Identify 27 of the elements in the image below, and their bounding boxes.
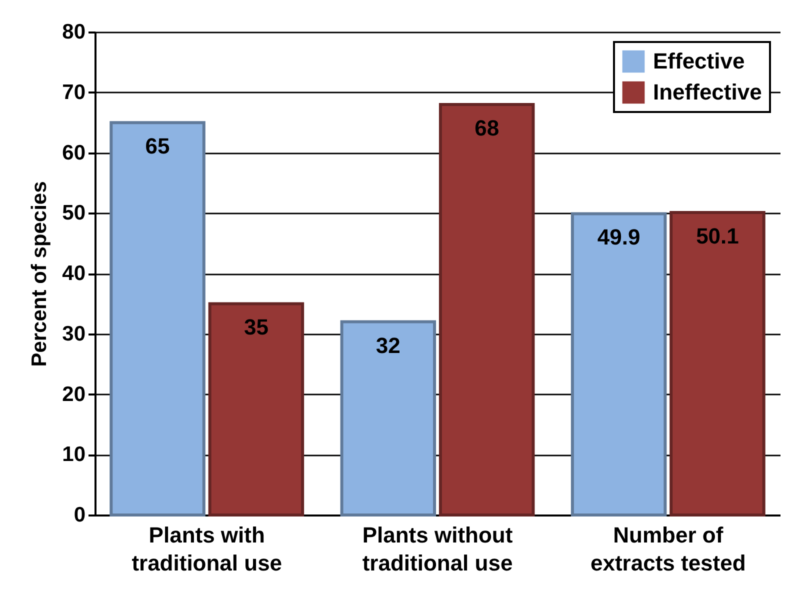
- data-label: 65: [145, 134, 170, 159]
- y-tick-label: 80: [62, 20, 86, 44]
- y-axis-title: Percent of species: [28, 181, 52, 367]
- y-tick-label: 20: [62, 382, 86, 406]
- data-label: 50.1: [696, 224, 739, 249]
- data-label: 35: [244, 314, 268, 340]
- bar: [438, 102, 535, 516]
- y-tick-label: 70: [62, 80, 86, 104]
- x-tick-label: Number of extracts tested: [590, 522, 746, 576]
- y-tick-label: 30: [62, 322, 86, 346]
- y-tick-label: 40: [62, 262, 86, 285]
- legend-label: Effective: [653, 48, 745, 74]
- bar: [340, 320, 436, 516]
- x-tick-label: Plants with traditional use: [132, 522, 282, 576]
- y-tick-label: 10: [62, 443, 86, 466]
- data-label: 32: [376, 332, 400, 358]
- bar: [570, 212, 667, 516]
- y-tick-label: 0: [74, 504, 86, 526]
- data-label: 49.9: [597, 224, 640, 250]
- bar: [110, 121, 206, 516]
- bar: [208, 302, 304, 516]
- legend-label: Ineffective: [653, 80, 762, 104]
- bar: [670, 211, 766, 516]
- x-tick-label: Plants without traditional use: [362, 522, 514, 576]
- y-tick-label: 60: [62, 141, 86, 164]
- y-tick-label: 50: [62, 202, 86, 225]
- data-label: 68: [474, 115, 500, 140]
